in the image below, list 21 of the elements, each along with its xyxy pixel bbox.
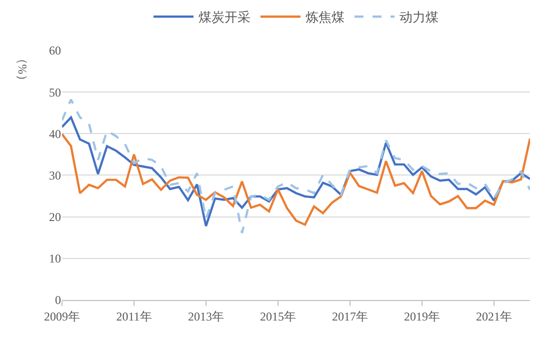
y-tick-label: 60 [49, 44, 61, 58]
x-tick-label: 2019年 [404, 309, 440, 324]
x-tick-label: 2011年 [116, 309, 152, 324]
line-series [62, 132, 530, 226]
legend-label: 炼焦煤 [306, 10, 344, 25]
legend-label: 煤炭开采 [198, 10, 250, 25]
y-tick-label: 0 [55, 293, 61, 308]
y-tick-label: 30 [49, 168, 61, 182]
line-series [62, 98, 530, 234]
legend-label: 动力煤 [400, 10, 438, 25]
y-tick-label: 50 [49, 85, 61, 100]
y-tick-label: 20 [49, 210, 61, 224]
line-series [62, 116, 530, 228]
x-tick-label: 2015年 [260, 309, 296, 324]
x-tick-label: 2009年 [44, 309, 80, 324]
y-axis-title: （%） [16, 52, 30, 86]
y-tick-label: 10 [49, 252, 61, 266]
x-tick-label: 2013年 [188, 309, 224, 324]
x-tick-label: 2017年 [332, 309, 368, 324]
y-tick-label: 40 [49, 126, 61, 141]
x-tick-label: 2021年 [476, 309, 512, 324]
